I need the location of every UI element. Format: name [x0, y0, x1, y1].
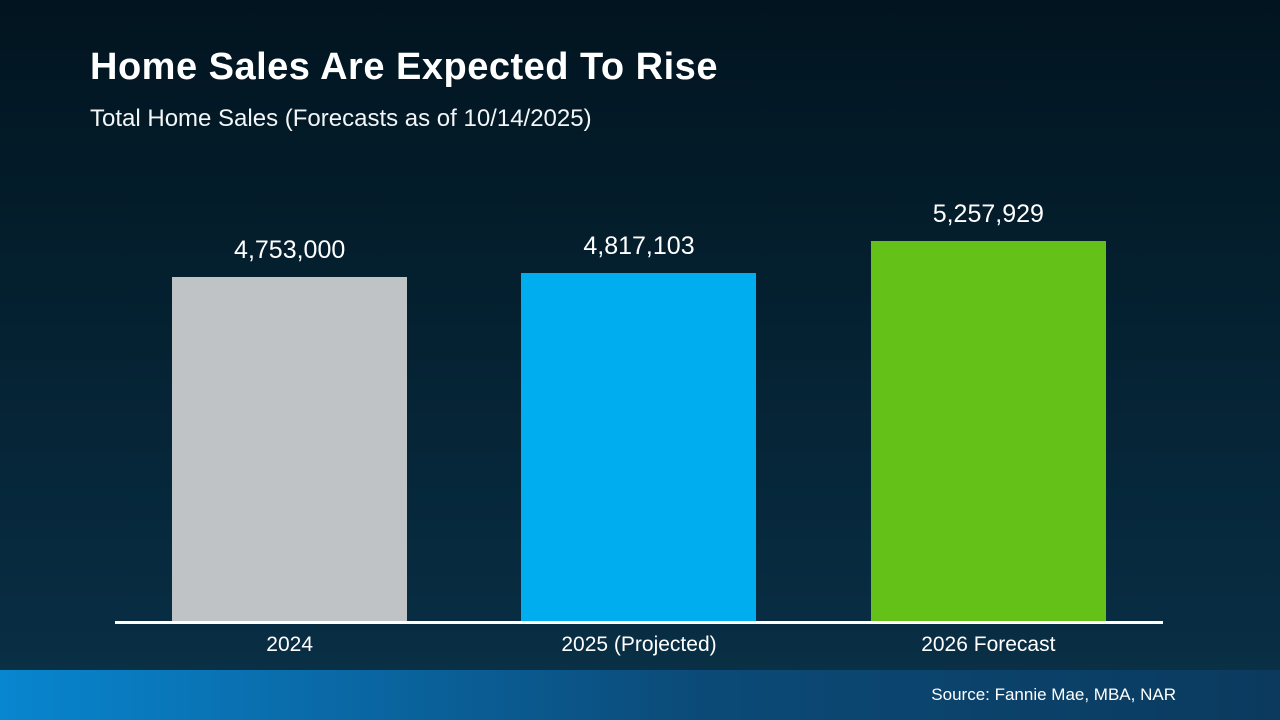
category-label-2026: 2026 Forecast: [921, 633, 1056, 656]
bar-2024: [172, 277, 408, 621]
chart-subtitle: Total Home Sales (Forecasts as of 10/14/…: [90, 105, 592, 132]
category-label-2024: 2024: [266, 633, 314, 656]
footer-band: Source: Fannie Mae, MBA, NAR: [0, 670, 1280, 720]
bar-group-2025: 4,817,103: [464, 200, 813, 621]
bar-2026: [870, 241, 1106, 621]
bar-chart: 4,753,000 4,817,103 5,257,929: [115, 0, 1163, 624]
chart-header: Home Sales Are Expected To Rise Total Ho…: [90, 46, 718, 133]
source-attribution: Source: Fannie Mae, MBA, NAR: [931, 685, 1176, 704]
bar-value-label: 4,753,000: [234, 236, 346, 264]
chart-baseline: 4,753,000 4,817,103 5,257,929: [115, 200, 1163, 624]
bar-2025: [521, 273, 757, 621]
chart-title: Home Sales Are Expected To Rise: [90, 46, 718, 88]
category-axis: 2024 2025 (Projected) 2026 Forecast: [115, 633, 1163, 657]
bar-value-label: 4,817,103: [583, 232, 695, 260]
bar-value-label: 5,257,929: [932, 200, 1044, 228]
category-label-2025: 2025 (Projected): [561, 633, 717, 656]
bar-group-2024: 4,753,000: [115, 200, 464, 621]
bar-group-2026: 5,257,929: [814, 200, 1163, 621]
